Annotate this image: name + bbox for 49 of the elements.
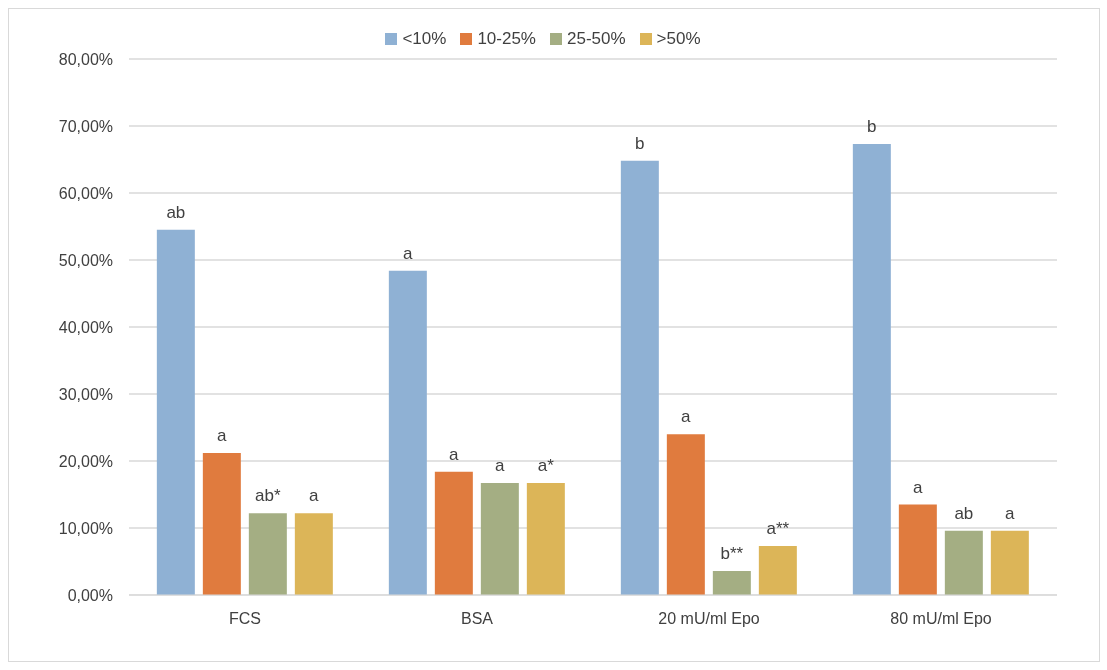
x-tick-label: 20 mU/ml Epo <box>658 610 760 628</box>
legend-label: <10% <box>401 29 447 49</box>
bar <box>898 504 937 595</box>
y-tick-label: 20,00% <box>58 452 113 470</box>
legend-label: 10-25% <box>476 29 536 49</box>
bar <box>852 144 891 595</box>
data-label: a <box>309 486 320 506</box>
data-label: b** <box>720 543 744 563</box>
bar <box>758 546 797 595</box>
legend-label: >50% <box>655 29 701 49</box>
bar <box>990 530 1029 595</box>
bar <box>156 229 195 595</box>
data-label: a <box>403 243 414 263</box>
bar <box>434 471 473 595</box>
data-label: ab* <box>255 486 281 506</box>
data-label: b <box>867 117 877 137</box>
y-tick-label: 50,00% <box>58 251 113 269</box>
bar <box>202 452 241 595</box>
x-tick-label: BSA <box>460 610 494 628</box>
bar <box>712 570 751 595</box>
data-label: b <box>635 133 645 153</box>
y-tick-label: 0,00% <box>67 586 113 604</box>
bar <box>944 530 983 595</box>
data-label: a** <box>766 519 790 539</box>
bar <box>294 513 333 595</box>
y-tick-label: 30,00% <box>58 385 113 403</box>
y-tick-label: 70,00% <box>58 117 113 135</box>
data-label: a <box>681 407 692 427</box>
data-label: ab <box>166 202 186 222</box>
y-tick-label: 10,00% <box>58 519 113 537</box>
y-tick-label: 60,00% <box>58 184 113 202</box>
data-label: a <box>217 425 228 445</box>
bar <box>388 270 427 595</box>
x-tick-label: 80 mU/ml Epo <box>890 610 992 628</box>
data-label: a <box>449 444 460 464</box>
x-tick-label: FCS <box>229 610 261 628</box>
bar <box>620 160 659 595</box>
y-tick-label: 80,00% <box>58 50 113 68</box>
bar <box>248 513 287 595</box>
data-label: a <box>495 456 506 476</box>
bar <box>666 434 705 595</box>
data-label: a* <box>537 456 555 476</box>
data-label: a <box>913 477 924 497</box>
bar <box>480 483 519 595</box>
data-label: a <box>1005 503 1016 523</box>
legend-label: 25-50% <box>566 29 626 49</box>
bar <box>526 483 565 595</box>
data-label: ab <box>954 503 974 523</box>
y-tick-label: 40,00% <box>58 318 113 336</box>
